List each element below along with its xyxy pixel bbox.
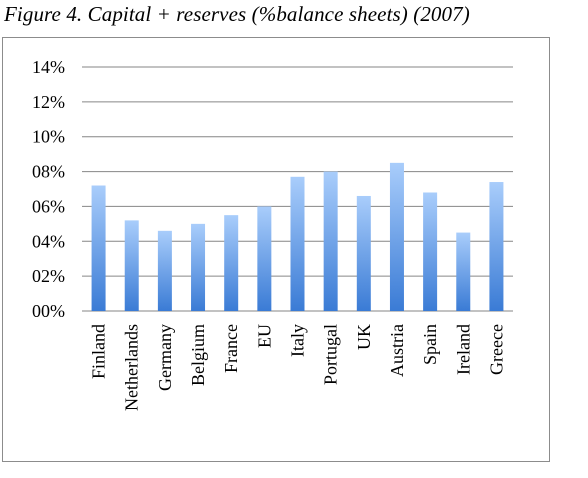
bar-spain bbox=[423, 192, 438, 311]
y-tick-label: 14% bbox=[32, 57, 65, 77]
bar-uk bbox=[356, 195, 371, 311]
figure-title: Figure 4. Capital + reserves (%balance s… bbox=[4, 2, 470, 26]
y-tick-label: 10% bbox=[32, 127, 65, 147]
bar-chart: 00% 02% 04% 06% 08% 10% 12% 14% Finland Netherla… bbox=[32, 57, 513, 411]
x-category-label: France bbox=[221, 324, 241, 373]
bar-germany bbox=[157, 230, 172, 311]
bar-portugal bbox=[323, 171, 338, 311]
bar-greece bbox=[489, 182, 504, 311]
bar-austria bbox=[389, 162, 404, 311]
y-tick-label: 00% bbox=[32, 301, 65, 321]
y-tick-label: 08% bbox=[32, 162, 65, 182]
bars bbox=[91, 162, 504, 311]
bar-eu bbox=[257, 206, 272, 311]
x-category-label: EU bbox=[254, 324, 274, 348]
chart-frame: 00% 02% 04% 06% 08% 10% 12% 14% Finland Netherla… bbox=[2, 37, 550, 462]
x-category-label: UK bbox=[354, 324, 374, 350]
x-category-label: Netherlands bbox=[122, 324, 142, 411]
y-tick-label: 02% bbox=[32, 266, 65, 286]
bar-france bbox=[224, 215, 239, 311]
x-category-label: Portugal bbox=[321, 324, 341, 385]
x-category-label: Finland bbox=[89, 324, 109, 379]
x-category-label: Ireland bbox=[453, 324, 473, 375]
y-tick-label: 12% bbox=[32, 92, 65, 112]
bar-ireland bbox=[456, 232, 471, 311]
y-tick-label: 06% bbox=[32, 196, 65, 216]
x-category-label: Spain bbox=[420, 324, 440, 365]
x-category-label: Belgium bbox=[188, 324, 208, 386]
x-category-label: Greece bbox=[486, 324, 506, 375]
bar-finland bbox=[91, 185, 106, 311]
bar-italy bbox=[290, 176, 305, 311]
bar-netherlands bbox=[124, 220, 139, 311]
y-axis-tick-labels: 00% 02% 04% 06% 08% 10% 12% 14% bbox=[32, 57, 65, 321]
x-category-label: Austria bbox=[387, 324, 407, 377]
y-tick-label: 04% bbox=[32, 231, 65, 251]
x-category-label: Germany bbox=[155, 324, 175, 391]
bar-belgium bbox=[191, 223, 206, 311]
x-axis-category-labels: Finland Netherlands Germany Belgium France EU… bbox=[89, 324, 507, 411]
x-category-label: Italy bbox=[288, 324, 308, 357]
